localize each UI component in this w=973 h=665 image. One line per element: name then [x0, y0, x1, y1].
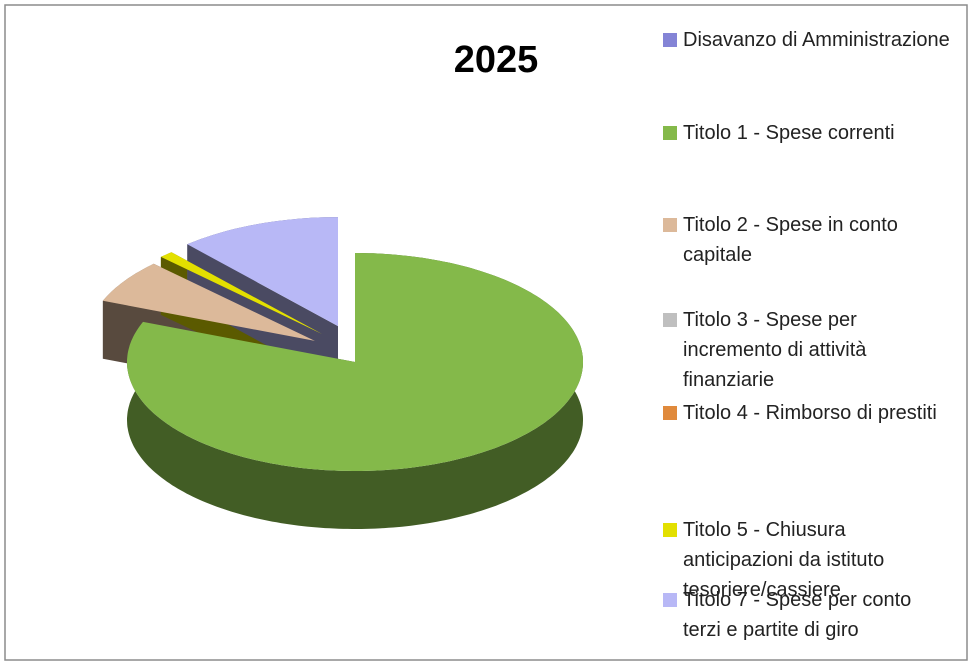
legend-item: Titolo 5 - Chiusura anticipazioni da ist…	[663, 515, 953, 605]
legend-item: Titolo 2 - Spese in conto capitale	[663, 210, 953, 270]
pie-slice	[102, 263, 315, 341]
legend-label: Titolo 3 - Spese per incremento di attiv…	[683, 309, 867, 391]
pie	[102, 217, 583, 529]
legend-swatch	[663, 313, 677, 327]
legend-item: Disavanzo di Amministrazione	[663, 25, 953, 55]
pie-slice	[160, 252, 323, 334]
legend-swatch	[663, 218, 677, 232]
legend-label: Titolo 2 - Spese in conto capitale	[683, 214, 898, 266]
legend-swatch	[663, 523, 677, 537]
pie-slice	[127, 253, 583, 471]
legend-swatch	[663, 33, 677, 47]
legend-label: Titolo 4 - Rimborso di prestiti	[683, 402, 937, 424]
legend-item: Titolo 7 - Spese per conto terzi e parti…	[663, 585, 953, 645]
legend-item: Titolo 3 - Spese per incremento di attiv…	[663, 305, 953, 395]
legend-label: Titolo 1 - Spese correnti	[683, 122, 895, 144]
legend-swatch	[663, 126, 677, 140]
pie-slice	[187, 217, 338, 327]
legend-label: Titolo 5 - Chiusura anticipazioni da ist…	[683, 519, 885, 601]
chart-title: 2025	[454, 39, 539, 81]
legend-label: Disavanzo di Amministrazione	[683, 29, 950, 51]
legend-swatch	[663, 593, 677, 607]
legend-swatch	[663, 406, 677, 420]
legend-label: Titolo 7 - Spese per conto terzi e parti…	[683, 589, 912, 641]
legend-item: Titolo 1 - Spese correnti	[663, 118, 953, 148]
slice-side	[187, 244, 338, 385]
legend-item: Titolo 4 - Rimborso di prestiti	[663, 398, 953, 428]
